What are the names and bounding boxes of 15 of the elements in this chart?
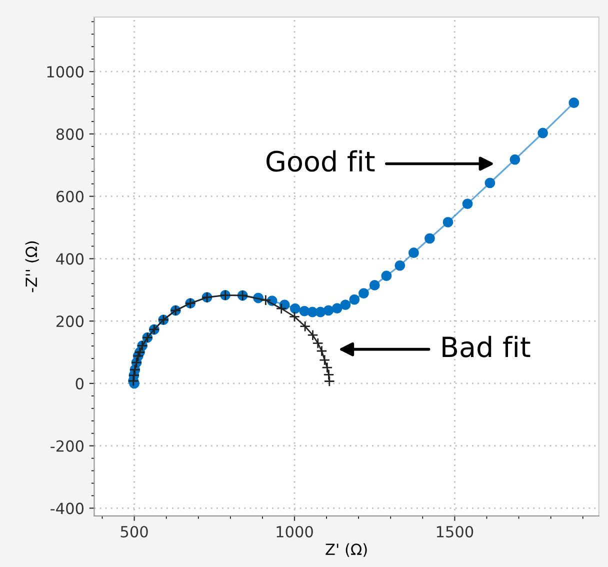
y-tick-label: 400	[56, 253, 84, 265]
x-axis-title: Z' (Ω)	[326, 543, 367, 557]
annotation: Bad fit	[442, 336, 530, 358]
y-tick-label: -400	[50, 502, 84, 514]
y-tick-label: 600	[56, 190, 84, 202]
x-tick-label: 500	[120, 526, 148, 538]
y-tick-label: -200	[50, 440, 84, 452]
y-tick-label: 200	[56, 316, 84, 328]
annotation: Good fit	[266, 150, 375, 172]
x-tick-label: 1000	[276, 526, 313, 538]
y-tick-label: 800	[56, 128, 84, 140]
x-tick-label: 1500	[436, 526, 474, 538]
y-tick-label: 0	[76, 378, 84, 390]
y-axis-title: -Z'' (Ω)	[25, 241, 39, 292]
y-tick-label: 1000	[47, 66, 84, 78]
